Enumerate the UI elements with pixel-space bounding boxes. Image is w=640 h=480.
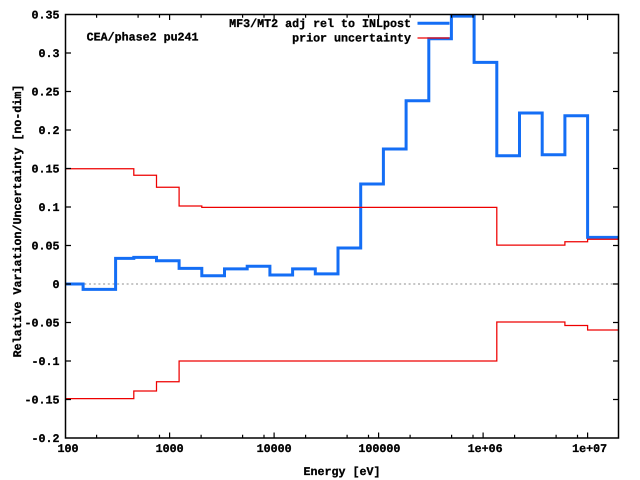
svg-text:0.25: 0.25 [32, 86, 60, 100]
svg-text:10000: 10000 [257, 442, 292, 456]
svg-text:MF3/MT2 adj rel to INLpost: MF3/MT2 adj rel to INLpost [229, 17, 411, 31]
svg-text:-0.2: -0.2 [32, 432, 60, 446]
svg-text:CEA/phase2 pu241: CEA/phase2 pu241 [87, 31, 199, 45]
svg-text:0: 0 [53, 278, 60, 292]
svg-text:0.1: 0.1 [39, 201, 60, 215]
svg-text:Energy [eV]: Energy [eV] [304, 465, 381, 479]
svg-text:prior uncertainty: prior uncertainty [292, 32, 411, 46]
svg-text:1000: 1000 [156, 442, 184, 456]
svg-text:0.15: 0.15 [32, 163, 60, 177]
svg-text:0.35: 0.35 [32, 9, 60, 23]
svg-text:0.05: 0.05 [32, 240, 60, 254]
svg-text:0.2: 0.2 [39, 124, 60, 138]
svg-text:-0.1: -0.1 [32, 355, 60, 369]
svg-text:-0.05: -0.05 [25, 317, 60, 331]
svg-text:100000: 100000 [358, 442, 400, 456]
svg-text:1e+07: 1e+07 [572, 442, 607, 456]
svg-text:0.3: 0.3 [39, 47, 60, 61]
svg-text:-0.15: -0.15 [25, 394, 60, 408]
svg-text:100: 100 [58, 442, 79, 456]
svg-text:1e+06: 1e+06 [468, 442, 503, 456]
svg-text:Relative Variation/Uncertainty: Relative Variation/Uncertainty [no-dim] [11, 85, 25, 358]
